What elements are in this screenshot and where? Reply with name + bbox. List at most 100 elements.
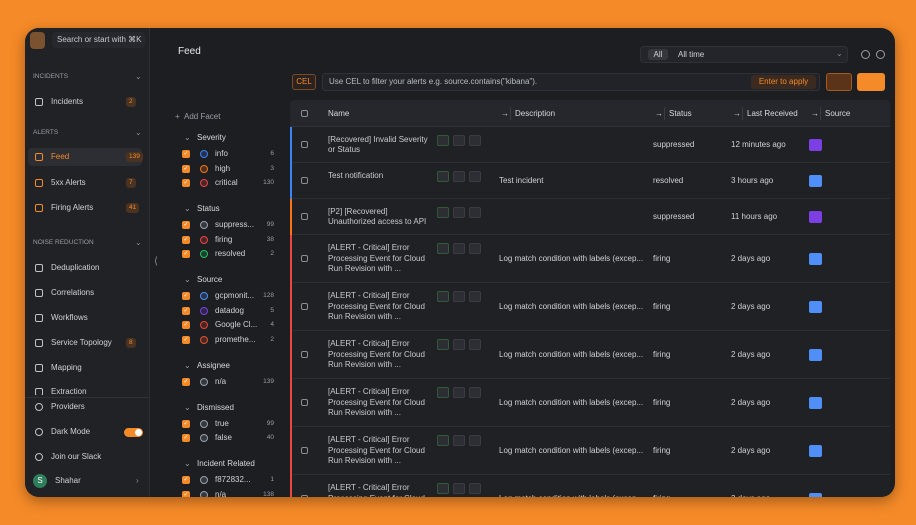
- row-checkbox[interactable]: [301, 255, 308, 262]
- facet-label[interactable]: high: [215, 163, 231, 173]
- alert-name[interactable]: [ALERT - Critical] Error Processing Even…: [328, 387, 425, 418]
- header-checkbox[interactable]: [301, 110, 308, 117]
- row-action[interactable]: [437, 135, 449, 146]
- facet-label[interactable]: false: [215, 433, 232, 442]
- nav-item[interactable]: Feed: [51, 152, 70, 161]
- row-action[interactable]: [453, 387, 465, 398]
- alert-name[interactable]: [ALERT - Critical] Error Processing Even…: [328, 243, 425, 274]
- facet-label[interactable]: true: [215, 418, 229, 428]
- facet-checkbox[interactable]: ✓: [182, 419, 190, 428]
- saved-button[interactable]: [857, 73, 885, 91]
- facet-checkbox[interactable]: ✓: [182, 292, 190, 300]
- row-action[interactable]: [453, 243, 465, 254]
- alert-row[interactable]: [290, 379, 890, 427]
- row-action[interactable]: [437, 243, 449, 254]
- facet-checkbox[interactable]: ✓: [182, 490, 190, 497]
- row-action[interactable]: [469, 171, 481, 182]
- facet-checkbox[interactable]: ✓: [182, 150, 190, 158]
- alert-name[interactable]: Test notification: [328, 170, 384, 180]
- facet-label[interactable]: gcpmonit...: [215, 291, 255, 300]
- row-action[interactable]: [453, 339, 465, 350]
- facet-label[interactable]: n/a: [215, 489, 227, 498]
- facet-title[interactable]: Source: [197, 275, 223, 284]
- alert-row[interactable]: [290, 163, 890, 199]
- column-header[interactable]: Status: [669, 109, 692, 118]
- settings-icon[interactable]: [876, 50, 885, 59]
- row-action[interactable]: [437, 387, 449, 398]
- nav-item[interactable]: Correlations: [51, 288, 95, 297]
- row-action[interactable]: [437, 171, 449, 182]
- row-action[interactable]: [469, 435, 481, 446]
- footer-item[interactable]: Providers: [51, 402, 85, 411]
- user-name[interactable]: Shahar: [55, 476, 81, 485]
- row-action[interactable]: [437, 291, 449, 302]
- nav-item[interactable]: Service Topology: [51, 338, 112, 347]
- row-checkbox[interactable]: [301, 213, 308, 220]
- nav-item[interactable]: Incidents: [51, 97, 84, 106]
- row-action[interactable]: [437, 483, 449, 494]
- facet-label[interactable]: n/a: [215, 376, 227, 386]
- row-action[interactable]: [469, 483, 481, 494]
- alert-name[interactable]: [ALERT - Critical] Error Processing Even…: [328, 483, 425, 497]
- time-filter[interactable]: [640, 46, 848, 63]
- save-button[interactable]: [826, 73, 852, 91]
- row-checkbox[interactable]: [301, 351, 308, 358]
- facet-title[interactable]: Status: [197, 204, 220, 213]
- facet-checkbox[interactable]: ✓: [182, 377, 190, 386]
- apply-button[interactable]: Enter to apply: [751, 75, 816, 89]
- settings-icon[interactable]: [861, 50, 870, 59]
- row-action[interactable]: [437, 339, 449, 350]
- alert-name[interactable]: [ALERT - Critical] Error Processing Even…: [328, 339, 425, 370]
- facet-checkbox[interactable]: ✓: [182, 221, 190, 229]
- facet-checkbox[interactable]: ✓: [182, 321, 190, 329]
- alert-row[interactable]: [290, 199, 890, 235]
- row-action[interactable]: [453, 135, 465, 146]
- alert-row[interactable]: [290, 127, 890, 163]
- facet-label[interactable]: suppress...: [215, 220, 255, 229]
- nav-item[interactable]: Deduplication: [51, 263, 100, 272]
- row-action[interactable]: [453, 435, 465, 446]
- cel-input[interactable]: Use CEL to filter your alerts e.g. sourc…: [322, 73, 820, 91]
- row-action[interactable]: [469, 207, 481, 218]
- facet-checkbox[interactable]: ✓: [182, 179, 190, 187]
- facet-checkbox[interactable]: ✓: [182, 250, 190, 258]
- row-action[interactable]: [453, 207, 465, 218]
- row-action[interactable]: [453, 171, 465, 182]
- facet-title[interactable]: Assignee: [197, 360, 230, 370]
- alert-row[interactable]: [290, 427, 890, 475]
- dark-mode-toggle[interactable]: [124, 428, 143, 437]
- nav-item[interactable]: Extraction: [51, 387, 87, 395]
- row-action[interactable]: [469, 387, 481, 398]
- facet-label[interactable]: resolved: [215, 249, 246, 258]
- alert-row[interactable]: [290, 235, 890, 283]
- facet-checkbox[interactable]: ✓: [182, 335, 190, 344]
- nav-item[interactable]: Firing Alerts: [51, 203, 94, 212]
- facet-label[interactable]: datadog: [215, 305, 244, 315]
- row-action[interactable]: [469, 291, 481, 302]
- alert-name[interactable]: [P2] [Recovered] Unauthorized access to …: [328, 206, 427, 227]
- facet-label[interactable]: Google Cl...: [215, 320, 258, 329]
- row-action[interactable]: [469, 243, 481, 254]
- alert-name[interactable]: [Recovered] Invalid Severity or Status: [328, 134, 428, 155]
- facet-checkbox[interactable]: ✓: [182, 235, 190, 244]
- alert-row[interactable]: [290, 475, 890, 497]
- alert-name[interactable]: [ALERT - Critical] Error Processing Even…: [328, 435, 425, 466]
- alert-row[interactable]: [290, 331, 890, 379]
- row-checkbox[interactable]: [301, 141, 308, 148]
- nav-item[interactable]: 5xx Alerts: [51, 178, 86, 187]
- row-action[interactable]: [469, 135, 481, 146]
- alert-row[interactable]: [290, 283, 890, 331]
- time-all[interactable]: All: [648, 49, 668, 60]
- facet-checkbox[interactable]: ✓: [182, 476, 190, 484]
- nav-item[interactable]: Workflows: [51, 313, 88, 322]
- row-action[interactable]: [453, 483, 465, 494]
- facet-label[interactable]: f872832...: [215, 475, 251, 484]
- facet-label[interactable]: critical: [215, 178, 238, 187]
- footer-item[interactable]: Join our Slack: [51, 452, 102, 461]
- facet-checkbox[interactable]: ✓: [182, 164, 190, 173]
- add-facet[interactable]: Add Facet: [184, 112, 221, 121]
- search-box[interactable]: Search or start with ⌘K: [52, 32, 145, 48]
- row-checkbox[interactable]: [301, 177, 308, 184]
- facet-label[interactable]: firing: [215, 234, 233, 244]
- row-checkbox[interactable]: [301, 399, 308, 406]
